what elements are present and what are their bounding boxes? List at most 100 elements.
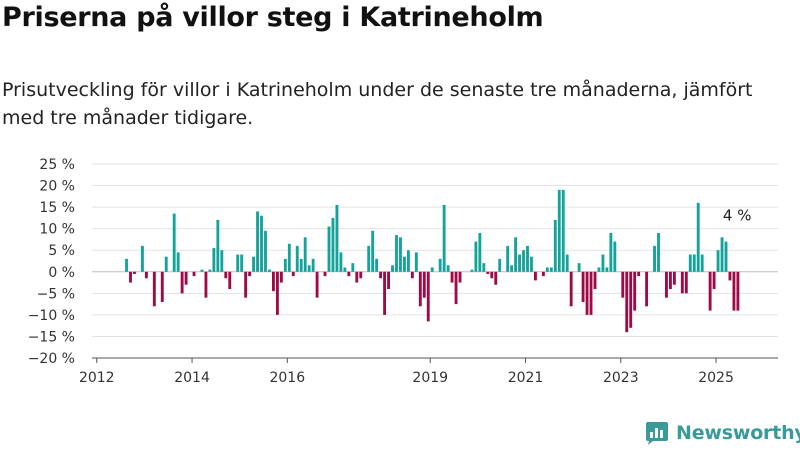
newsworthy-logo-icon: [646, 422, 668, 445]
bar: [692, 254, 696, 272]
bar: [414, 252, 418, 272]
bar: [375, 258, 379, 272]
bar: [446, 265, 450, 272]
x-axis: 2012 2014 2016 2019 2021 2023 2025: [79, 357, 778, 386]
bar: [272, 271, 275, 292]
bar: [347, 271, 351, 277]
bar: [264, 230, 267, 272]
y-tick-label: 5 %: [48, 243, 75, 259]
bar: [133, 271, 136, 274]
bar: [621, 271, 625, 298]
bar: [315, 271, 319, 298]
y-tick-label: −10 %: [28, 308, 75, 324]
bar: [295, 245, 299, 272]
value-annotation: 4 %: [723, 207, 752, 225]
bar: [653, 245, 656, 272]
x-tick-label: 2019: [412, 370, 448, 386]
bar: [180, 271, 184, 294]
bar: [712, 271, 716, 290]
bar: [351, 263, 355, 272]
bar: [395, 235, 398, 272]
bar: [601, 254, 605, 272]
bar: [260, 215, 263, 272]
bar: [672, 271, 676, 285]
bar: [275, 271, 279, 315]
bar: [307, 265, 311, 272]
bar: [140, 245, 144, 272]
bar: [637, 271, 641, 277]
bar: [561, 189, 565, 272]
bar: [359, 271, 363, 279]
bar: [430, 267, 434, 272]
bars: [125, 189, 740, 333]
bar: [224, 271, 228, 279]
bar: [696, 202, 700, 272]
bar: [732, 271, 736, 311]
bar: [391, 265, 394, 272]
x-tick-label: 2021: [508, 370, 544, 386]
bar: [688, 254, 692, 272]
bar: [482, 263, 486, 272]
y-axis-ticks: 25 % 20 % 15 % 10 % 5 % 0 % −5 % −10 % −15 % −20 …: [28, 157, 75, 367]
y-tick-label: −5 %: [37, 286, 75, 302]
x-tick-label: 2016: [269, 370, 305, 386]
bar: [605, 267, 609, 272]
bar: [498, 258, 502, 272]
chart-title: Priserna på villor steg i Katrineholm: [2, 2, 544, 33]
bar: [422, 271, 426, 298]
brand-name: Newsworthy: [676, 422, 800, 444]
bar: [144, 271, 148, 279]
bar: [486, 271, 490, 274]
bar: [287, 243, 291, 272]
y-tick-label: −20 %: [28, 351, 75, 367]
bar: [716, 250, 720, 272]
bar: [152, 271, 156, 307]
bar: [593, 271, 597, 290]
bar: [418, 271, 422, 307]
bar: [478, 232, 482, 272]
bar: [184, 271, 188, 285]
annotations: 4 %: [723, 207, 752, 225]
bar: [708, 271, 712, 311]
bar: [700, 254, 704, 272]
bar: [256, 211, 259, 272]
bar: [613, 241, 617, 272]
bar: [736, 271, 740, 311]
y-tick-label: 0 %: [48, 265, 75, 281]
bar: [339, 252, 343, 272]
bar: [565, 254, 569, 272]
bar: [581, 271, 585, 302]
bar: [244, 271, 248, 298]
bar: [426, 271, 430, 322]
bar: [176, 252, 180, 272]
bar: [470, 269, 474, 272]
y-tick-label: −15 %: [28, 329, 75, 345]
bar: [383, 271, 387, 315]
bar: [387, 271, 390, 290]
y-tick-label: 15 %: [39, 200, 75, 216]
bar: [684, 271, 688, 294]
y-tick-label: 10 %: [39, 222, 75, 238]
bar: [240, 254, 244, 272]
bar: [311, 258, 315, 272]
bar: [569, 271, 573, 307]
x-tick-label: 2023: [603, 370, 639, 386]
bar: [379, 271, 383, 279]
bar: [216, 220, 220, 272]
y-tick-label: 25 %: [39, 157, 75, 173]
bar: [530, 256, 533, 272]
bar: [545, 267, 549, 272]
bar: [228, 271, 232, 290]
bar: [406, 250, 410, 272]
bar: [609, 232, 613, 272]
bar: [323, 271, 327, 277]
bar: [728, 271, 732, 281]
bar: [367, 245, 371, 272]
bar: [335, 204, 339, 272]
bar: [724, 241, 728, 272]
bar: [680, 271, 684, 294]
bar: [172, 213, 176, 272]
bar: [220, 250, 224, 272]
bar: [343, 267, 347, 272]
